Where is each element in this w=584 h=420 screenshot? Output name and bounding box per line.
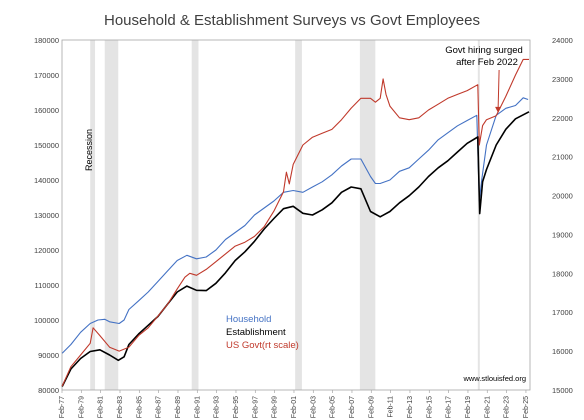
y-left-tick-label: 150000: [34, 141, 59, 150]
recession-label: Recession: [84, 129, 94, 171]
y-right-tick-label: 19000: [552, 230, 573, 239]
y-right-tick-label: 22000: [552, 114, 573, 123]
y-right-tick-label: 20000: [552, 192, 573, 201]
series-line-us-govt-rt-scale-: [61, 58, 529, 387]
y-right-tick-label: 24000: [552, 36, 573, 45]
axes-ticks: 80000 90000 100000 110000 120000 130000 140000…: [34, 36, 573, 418]
y-left-tick-label: 180000: [34, 36, 59, 45]
y-left-tick-label: 140000: [34, 176, 59, 185]
series-lines: [61, 58, 530, 387]
x-tick-label: Feb-87: [156, 396, 163, 418]
chart-title: Household & Establishment Surveys vs Gov…: [104, 12, 480, 29]
x-tick-label: Feb-85: [136, 396, 143, 418]
x-tick-label: Feb-79: [78, 396, 85, 418]
x-tick-label: Feb-01: [291, 396, 298, 418]
y-left-tick-label: 160000: [34, 106, 59, 115]
x-tick-label: Feb-81: [98, 396, 105, 418]
y-left-tick-label: 170000: [34, 71, 59, 80]
recession-band-3: [295, 40, 302, 390]
x-tick-label: Feb-23: [504, 396, 511, 418]
recession-band-5: [477, 40, 480, 390]
legend-us-govt: US Govt(rt scale): [226, 340, 299, 351]
annotation-line-2: after Feb 2022: [456, 57, 518, 68]
x-tick-label: Feb-77: [59, 396, 66, 418]
x-tick-label: Feb-03: [310, 396, 317, 418]
x-tick-label: Feb-97: [252, 396, 259, 418]
y-left-tick-label: 120000: [34, 246, 59, 255]
x-tick-label: Feb-15: [426, 396, 433, 418]
recession-band-4: [359, 40, 376, 390]
x-tick-label: Feb-21: [484, 396, 491, 418]
plot-frame: [61, 39, 531, 391]
x-tick-label: Feb-05: [330, 396, 337, 418]
legend: Household Establishment US Govt(rt scale…: [226, 314, 299, 351]
y-left-tick-label: 100000: [34, 316, 59, 325]
series-line-household: [61, 97, 529, 354]
y-left-tick-label: 110000: [35, 281, 59, 290]
x-tick-label: Feb-11: [388, 396, 395, 418]
y-right-tick-label: 18000: [552, 269, 573, 278]
x-tick-label: Feb-93: [214, 396, 221, 418]
y-left-tick-label: 130000: [34, 211, 59, 220]
x-tick-label: Feb-91: [194, 396, 201, 418]
recession-band-2: [191, 40, 199, 390]
legend-establishment: Establishment: [226, 327, 286, 338]
x-tick-label: Feb-99: [272, 396, 279, 418]
y-left-tick-label: 90000: [38, 351, 59, 360]
y-right-tick-label: 17000: [552, 308, 573, 317]
legend-household: Household: [226, 314, 271, 325]
annotation: Govt hiring surged after Feb 2022: [445, 45, 523, 113]
recession-shading: [90, 40, 480, 390]
recession-band-1: [104, 40, 119, 390]
y-right-tick-label: 16000: [552, 347, 573, 356]
y-right-tick-label: 15000: [552, 386, 573, 395]
annotation-arrowhead: [495, 106, 502, 113]
x-tick-label: Feb-83: [117, 396, 124, 418]
y-left-tick-label: 80000: [38, 386, 59, 395]
series-line-establishment: [61, 111, 530, 387]
y-right-tick-label: 23000: [552, 75, 573, 84]
x-tick-label: Feb-13: [407, 396, 414, 418]
y-right-tick-label: 21000: [552, 153, 573, 162]
source-label: www.stlouisfed.org: [462, 374, 526, 383]
recession-band-0: [90, 40, 96, 390]
x-tick-label: Feb-09: [368, 396, 375, 418]
x-tick-label: Feb-19: [465, 396, 472, 418]
x-tick-label: Feb-17: [446, 396, 453, 418]
x-tick-label: Feb-95: [233, 396, 240, 418]
x-tick-label: Feb-25: [523, 396, 530, 418]
x-tick-label: Feb-89: [175, 396, 182, 418]
x-tick-label: Feb-07: [349, 396, 356, 418]
annotation-arrow: [497, 69, 500, 109]
annotation-line-1: Govt hiring surged: [445, 45, 523, 56]
